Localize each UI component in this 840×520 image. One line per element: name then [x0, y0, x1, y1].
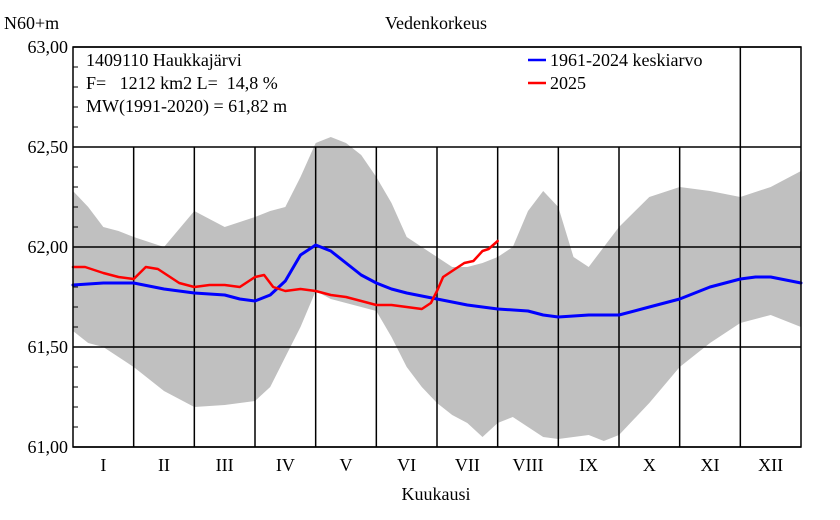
y-tick-label: 62,50	[28, 137, 69, 157]
plot-frame	[72, 46, 802, 448]
x-axis-label: Kuukausi	[402, 484, 471, 504]
y-tick-label-layer: 63,00 62,50 62,00 61,50 61,00	[28, 37, 69, 457]
x-tick-label: V	[340, 455, 353, 475]
station-name: 1409110 Haukkajärvi	[86, 50, 242, 70]
station-info-box: 1409110 Haukkajärvi F= 1212 km2 L= 14,8 …	[86, 50, 287, 117]
x-tick-label: X	[643, 455, 656, 475]
x-tick-label: IV	[276, 455, 295, 475]
y-tick-label: 63,00	[28, 37, 69, 57]
y-tick-label: 62,00	[28, 237, 69, 257]
x-tick-label: I	[100, 455, 106, 475]
chart-title: Vedenkorkeus	[385, 13, 487, 33]
y-axis-label: N60+m	[4, 13, 59, 33]
legend: 1961-2024 keskiarvo 2025	[528, 50, 702, 93]
x-tick-label: VIII	[513, 455, 544, 475]
legend-label-mean: 1961-2024 keskiarvo	[550, 50, 702, 70]
x-tick-label: XII	[758, 455, 783, 475]
catchment-info: F= 1212 km2 L= 14,8 %	[86, 73, 278, 93]
mean-water-level: MW(1991-2020) = 61,82 m	[86, 96, 287, 117]
x-tick-label: VII	[455, 455, 480, 475]
x-tick-label: III	[216, 455, 234, 475]
y-tick-label: 61,00	[28, 437, 69, 457]
y-tick-label: 61,50	[28, 337, 69, 357]
mean-series-line	[71, 243, 803, 319]
x-tick-label: XI	[701, 455, 720, 475]
series-layer	[71, 239, 803, 319]
x-tick-label-layer: I II III IV V VI VII VIII IX X XI XII	[100, 455, 783, 475]
year-2025-series-line	[71, 239, 499, 311]
x-tick-label: II	[158, 455, 170, 475]
x-tick-label: IX	[579, 455, 598, 475]
x-tick-label: VI	[397, 455, 416, 475]
legend-label-2025: 2025	[550, 73, 586, 93]
